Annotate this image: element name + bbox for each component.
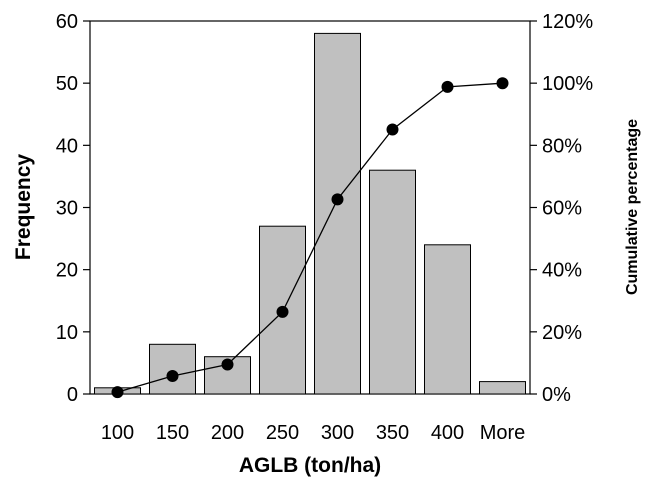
y-tick-label: 0 bbox=[67, 384, 78, 406]
x-tick-label: 250 bbox=[266, 422, 299, 444]
cumulative-point-200 bbox=[221, 358, 234, 371]
y-axis-title: Frequency bbox=[12, 154, 35, 261]
bar-150 bbox=[149, 343, 196, 395]
frequency-bars bbox=[94, 32, 526, 395]
cumulative-axis: 0% 20% 40% 60% 80% 100% 120% bbox=[530, 11, 593, 406]
x-tick-label: 350 bbox=[376, 422, 409, 444]
bar-400 bbox=[424, 244, 471, 395]
x-tick-label: 150 bbox=[156, 422, 189, 444]
y-tick-label: 30 bbox=[56, 198, 78, 220]
cumulative-point-100 bbox=[111, 386, 124, 399]
x-tick-label: 300 bbox=[321, 422, 354, 444]
x-tick-label: More bbox=[480, 422, 526, 444]
x-tick-label: 400 bbox=[431, 422, 464, 444]
y2-tick-label: 80% bbox=[542, 135, 582, 157]
x-tick-label: 200 bbox=[211, 422, 244, 444]
y2-tick-label: 120% bbox=[542, 11, 593, 33]
x-tick-label: 100 bbox=[101, 422, 134, 444]
cumulative-point-300 bbox=[331, 193, 344, 206]
cumulative-point-250 bbox=[276, 305, 289, 318]
y2-tick-label: 60% bbox=[542, 198, 582, 220]
bar-350 bbox=[369, 169, 416, 395]
y-tick-label: 60 bbox=[56, 11, 78, 33]
y-tick-label: 10 bbox=[56, 322, 78, 344]
category-axis: 100 150 200 250 300 350 400 More bbox=[101, 422, 525, 444]
y2-tick-label: 100% bbox=[542, 73, 593, 95]
cumulative-line bbox=[117, 82, 503, 393]
y2-tick-label: 20% bbox=[542, 322, 582, 344]
x-axis-title: AGLB (ton/ha) bbox=[239, 454, 381, 477]
y2-axis-title: Cumulative percentage bbox=[624, 119, 641, 295]
cumulative-point-350 bbox=[386, 123, 399, 136]
y-tick-label: 50 bbox=[56, 73, 78, 95]
y-tick-label: 20 bbox=[56, 260, 78, 282]
cumulative-line-group bbox=[111, 77, 509, 399]
cumulative-point-more bbox=[496, 77, 509, 90]
y2-tick-label: 0% bbox=[542, 384, 571, 406]
y2-tick-label: 40% bbox=[542, 260, 582, 282]
bar-more bbox=[479, 381, 526, 395]
cumulative-point-400 bbox=[441, 80, 454, 93]
cumulative-point-150 bbox=[166, 370, 179, 382]
frequency-axis: 0 10 20 30 40 50 60 bbox=[56, 11, 90, 406]
y-tick-label: 40 bbox=[56, 135, 78, 157]
bar-300 bbox=[314, 32, 361, 395]
